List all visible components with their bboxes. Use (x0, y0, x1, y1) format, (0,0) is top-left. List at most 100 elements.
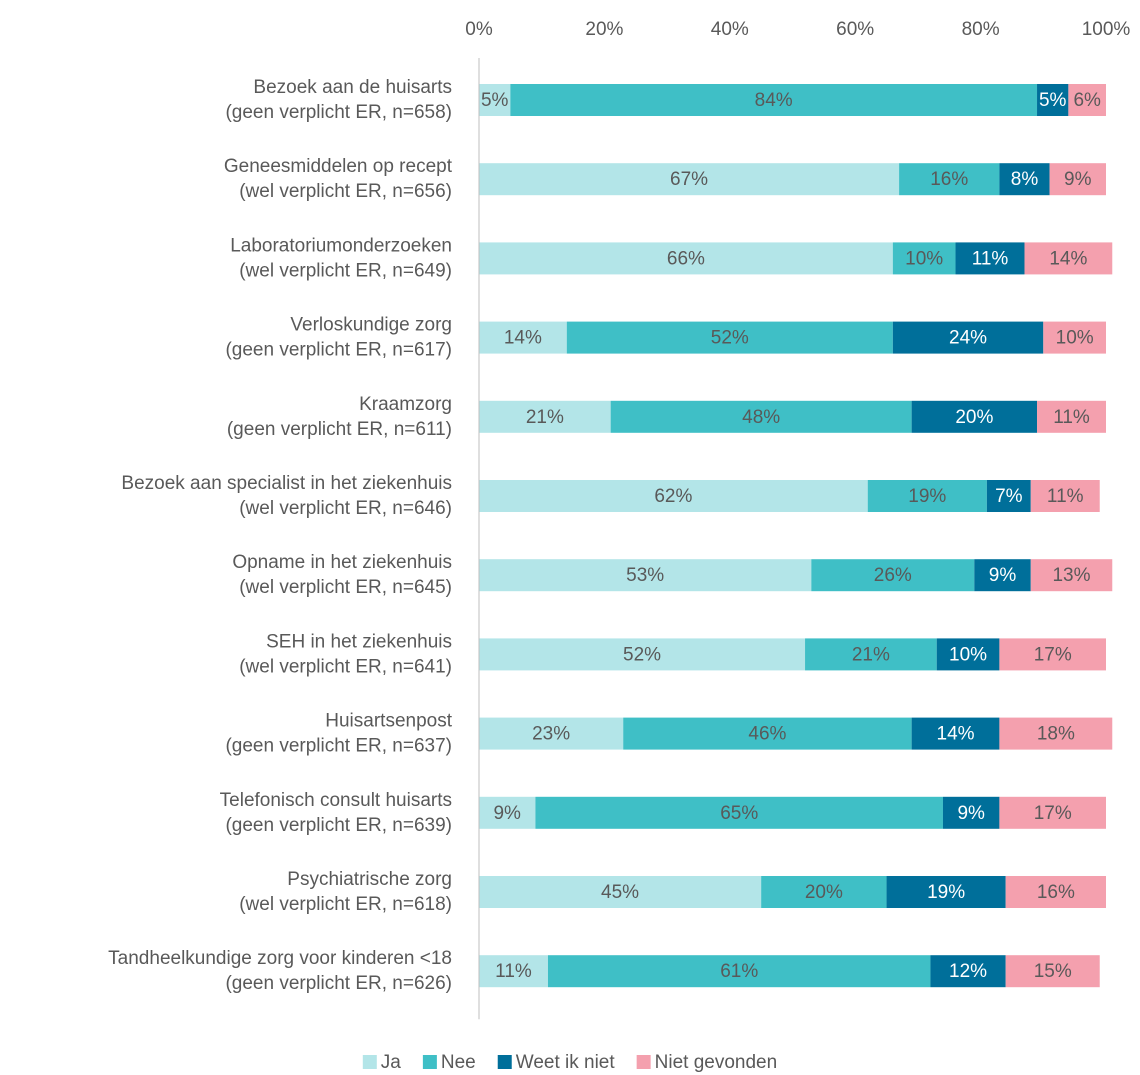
x-tick-label: 80% (962, 19, 1000, 40)
bar-segment (911, 717, 1000, 750)
bar-segment (974, 559, 1031, 592)
bar-segment (942, 796, 1000, 829)
data-label: 9% (1064, 169, 1092, 190)
bar-segment (955, 242, 1025, 275)
bar-segment (479, 480, 868, 512)
data-label: 16% (930, 169, 968, 190)
y-tick-label: (wel verplicht ER, n=646) (239, 498, 452, 519)
bar-segment (811, 559, 975, 592)
bar-segment (1037, 400, 1106, 433)
bar-segment (761, 876, 887, 908)
bar-segment (610, 400, 912, 433)
y-tick-label: Geneesmiddelen op recept (224, 156, 453, 177)
bar-segment (1068, 84, 1106, 116)
bar-segment (510, 84, 1038, 116)
bar-segment (805, 638, 937, 671)
data-label: 11% (495, 961, 532, 982)
data-label: 15% (1034, 961, 1072, 982)
bar-segment (479, 955, 548, 988)
y-tick-label: Bezoek aan de huisarts (253, 77, 452, 98)
y-tick-label: Telefonisch consult huisarts (220, 790, 452, 811)
data-label: 10% (949, 644, 987, 665)
bar-segment (566, 321, 893, 354)
data-label: 11% (1053, 407, 1090, 428)
data-label: 14% (937, 724, 975, 745)
data-label: 52% (711, 328, 749, 349)
data-label: 62% (654, 486, 692, 507)
legend-label: Ja (381, 1052, 402, 1073)
data-label: 19% (927, 882, 965, 903)
y-tick-label: (wel verplicht ER, n=649) (239, 260, 452, 281)
bar-segment (479, 400, 611, 433)
data-label: 84% (755, 90, 793, 111)
y-tick-label: (wel verplicht ER, n=618) (239, 894, 452, 915)
bar-segment (1005, 876, 1106, 908)
data-label: 19% (908, 486, 946, 507)
bar-segment (623, 717, 912, 750)
data-label: 17% (1034, 644, 1072, 665)
y-tick-label: Tandheelkundige zorg voor kinderen <18 (108, 948, 452, 969)
y-tick-label: Kraamzorg (359, 394, 452, 415)
data-label: 52% (623, 644, 661, 665)
bar-segment (867, 480, 987, 512)
data-label: 7% (995, 486, 1023, 507)
data-label: 20% (805, 882, 843, 903)
data-label: 20% (955, 407, 993, 428)
data-label: 5% (481, 90, 509, 111)
bar-segment (479, 84, 511, 116)
bar-segment (911, 400, 1038, 433)
data-label: 24% (949, 328, 987, 349)
y-tick-label: Bezoek aan specialist in het ziekenhuis (121, 473, 452, 494)
bar-segment (479, 717, 624, 750)
x-tick-label: 60% (836, 19, 874, 40)
bar-segment (892, 321, 1044, 354)
bar-segment (999, 796, 1106, 829)
bar-segment (479, 638, 806, 671)
data-label: 11% (972, 248, 1009, 269)
data-label: 10% (1056, 328, 1094, 349)
y-tick-label: (geen verplicht ER, n=626) (225, 973, 452, 994)
bar-segment (899, 163, 1000, 196)
bar-segment (1037, 84, 1069, 116)
x-tick-label: 0% (465, 19, 493, 40)
bar-segment (1024, 242, 1113, 275)
data-label: 6% (1073, 90, 1101, 111)
data-label: 14% (1049, 248, 1087, 269)
y-tick-label: (wel verplicht ER, n=645) (239, 577, 452, 598)
data-label: 53% (626, 565, 664, 586)
data-label: 26% (874, 565, 912, 586)
data-label: 17% (1034, 803, 1072, 824)
data-label: 18% (1037, 724, 1075, 745)
bar-segment (1030, 559, 1113, 592)
bar-segment (999, 717, 1113, 750)
y-tick-label: (geen verplicht ER, n=611) (227, 419, 452, 440)
bar-segment (1005, 955, 1100, 988)
bar-segment (479, 559, 812, 592)
bar-segment (986, 480, 1031, 512)
x-tick-label: 20% (585, 19, 623, 40)
bar-segment (999, 638, 1106, 671)
data-label: 11% (1047, 486, 1084, 507)
legend-swatch (497, 1055, 512, 1069)
data-label: 61% (720, 961, 758, 982)
y-tick-label: (wel verplicht ER, n=656) (239, 181, 452, 202)
data-label: 9% (989, 565, 1017, 586)
y-tick-label: Psychiatrische zorg (287, 869, 452, 890)
y-tick-label: (geen verplicht ER, n=617) (225, 340, 452, 361)
data-label: 66% (667, 248, 705, 269)
bar-segment (892, 242, 956, 275)
y-tick-label: (geen verplicht ER, n=637) (225, 736, 452, 757)
data-label: 13% (1052, 565, 1090, 586)
data-label: 12% (949, 961, 987, 982)
bar-segment (1030, 480, 1100, 512)
legend-swatch (636, 1055, 651, 1069)
legend-swatch (362, 1055, 377, 1069)
y-tick-label: SEH in het ziekenhuis (266, 631, 452, 652)
data-label: 8% (1011, 169, 1039, 190)
bar-segment (936, 638, 1000, 671)
x-tick-label: 100% (1082, 19, 1131, 40)
data-label: 9% (957, 803, 985, 824)
bar-segment (479, 876, 762, 908)
bar-segment (547, 955, 931, 988)
